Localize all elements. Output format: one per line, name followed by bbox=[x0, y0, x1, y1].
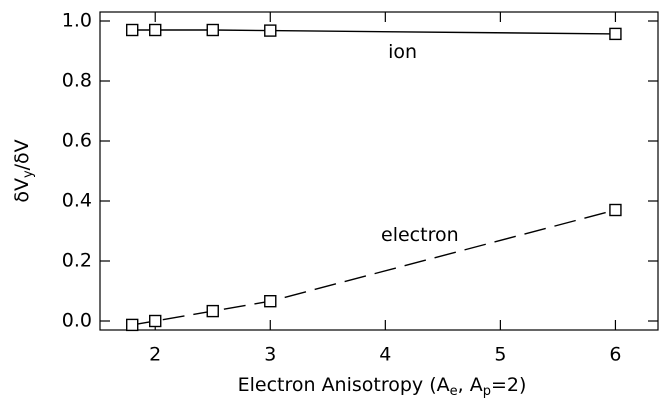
x-tick-label: 2 bbox=[149, 344, 161, 366]
marker bbox=[149, 23, 162, 37]
y-tick-label: 0.2 bbox=[62, 250, 92, 272]
marker bbox=[264, 295, 277, 308]
y-tick-label: 0.4 bbox=[62, 190, 92, 212]
annotation: ion bbox=[388, 41, 417, 63]
marker bbox=[609, 27, 622, 41]
annotation: electron bbox=[381, 224, 459, 246]
x-axis-label: Electron Anisotropy (Ae, Ap=2) bbox=[238, 374, 527, 399]
plot-frame bbox=[99, 11, 659, 331]
marker bbox=[609, 203, 622, 217]
y-axis-label: δVy/δV bbox=[11, 139, 36, 202]
x-tick-label: 5 bbox=[494, 344, 506, 366]
series-line bbox=[132, 209, 616, 326]
y-tick-label: 1.0 bbox=[62, 10, 92, 32]
x-tick-label: 4 bbox=[379, 344, 391, 366]
x-tick-label: 3 bbox=[264, 344, 276, 366]
y-tick-label: 0.0 bbox=[62, 310, 92, 332]
marker bbox=[206, 23, 219, 37]
marker bbox=[126, 318, 139, 332]
series-line bbox=[132, 29, 616, 35]
marker bbox=[264, 24, 277, 37]
x-tick-label: 6 bbox=[609, 344, 621, 366]
y-tick-label: 0.6 bbox=[62, 130, 92, 152]
marker bbox=[126, 23, 139, 37]
marker bbox=[206, 304, 219, 318]
y-tick-label: 0.8 bbox=[62, 70, 92, 92]
marker bbox=[149, 314, 162, 328]
